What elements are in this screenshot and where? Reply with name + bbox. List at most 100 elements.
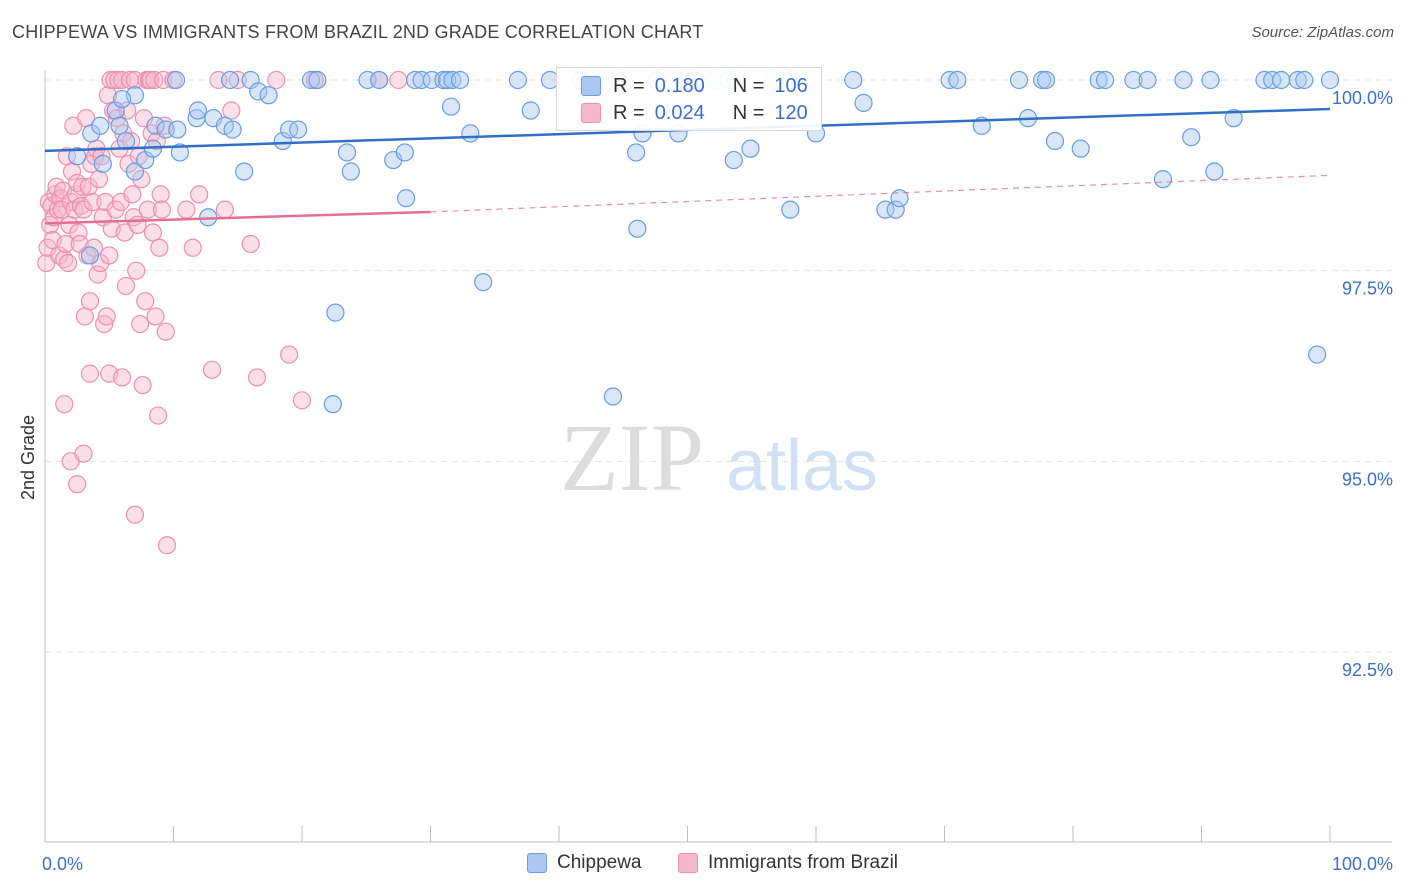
chart-title: CHIPPEWA VS IMMIGRANTS FROM BRAZIL 2ND G… bbox=[12, 22, 704, 42]
data-point-brazil bbox=[190, 185, 209, 204]
data-point-chippewa bbox=[443, 70, 462, 90]
data-point-brazil bbox=[267, 70, 286, 90]
watermark-zip: ZIP bbox=[560, 404, 704, 511]
data-point-chippewa bbox=[1295, 70, 1314, 90]
data-point-chippewa bbox=[1036, 70, 1056, 90]
data-point-chippewa bbox=[259, 86, 278, 105]
legend-label-brazil: Immigrants from Brazil bbox=[708, 852, 899, 873]
data-point-brazil bbox=[152, 200, 172, 219]
y-tick-label: 100.0% bbox=[1332, 88, 1393, 108]
data-point-chippewa bbox=[940, 70, 959, 90]
data-point-chippewa bbox=[1182, 128, 1201, 147]
data-point-chippewa bbox=[273, 131, 292, 151]
legend-n-label: N = bbox=[732, 101, 765, 124]
legend-row-brazil: R = 0.024 N = 120 bbox=[581, 100, 808, 126]
data-point-chippewa bbox=[1308, 345, 1327, 364]
data-point-chippewa bbox=[1272, 70, 1291, 90]
data-point-brazil bbox=[79, 177, 98, 196]
y-tick-label: 92.5% bbox=[1342, 660, 1393, 680]
data-point-chippewa bbox=[628, 219, 647, 238]
data-point-brazil bbox=[177, 200, 196, 219]
data-point-chippewa bbox=[844, 70, 863, 90]
data-point-brazil bbox=[292, 391, 312, 410]
data-point-brazil bbox=[156, 322, 175, 341]
data-point-brazil bbox=[222, 101, 241, 120]
data-point-brazil bbox=[80, 292, 100, 311]
data-point-chippewa bbox=[741, 139, 760, 158]
data-point-brazil bbox=[151, 185, 170, 204]
data-point-brazil bbox=[56, 234, 75, 254]
data-point-chippewa bbox=[438, 70, 457, 90]
data-point-chippewa bbox=[112, 89, 132, 109]
data-point-brazil bbox=[75, 307, 94, 326]
data-point-brazil bbox=[86, 147, 105, 166]
data-point-brazil bbox=[80, 364, 100, 383]
data-point-brazil bbox=[280, 345, 299, 364]
data-point-chippewa bbox=[1071, 139, 1090, 158]
data-point-brazil bbox=[89, 170, 109, 189]
data-point-chippewa bbox=[341, 162, 360, 181]
data-point-brazil bbox=[150, 238, 169, 257]
data-point-chippewa bbox=[1089, 70, 1108, 90]
data-point-brazil bbox=[83, 192, 102, 212]
data-point-chippewa bbox=[1096, 70, 1115, 90]
data-point-brazil bbox=[130, 314, 150, 334]
legend-label-chippewa: Chippewa bbox=[557, 852, 642, 873]
data-point-chippewa bbox=[1320, 70, 1340, 90]
legend-swatch-brazil-bottom bbox=[678, 853, 698, 873]
data-point-chippewa bbox=[91, 116, 110, 135]
data-point-chippewa bbox=[80, 246, 100, 265]
data-point-brazil bbox=[136, 292, 155, 311]
data-point-chippewa bbox=[110, 116, 129, 135]
y-tick-label: 97.5% bbox=[1342, 279, 1393, 299]
data-point-brazil bbox=[202, 360, 222, 379]
series-brazil-points bbox=[37, 70, 408, 555]
x-tick-label: 100.0% bbox=[1332, 854, 1393, 874]
x-tick-label: 0.0% bbox=[42, 854, 83, 874]
data-point-chippewa bbox=[106, 101, 125, 120]
legend-r-value-chippewa: 0.180 bbox=[654, 74, 705, 97]
data-point-brazil bbox=[97, 307, 116, 326]
watermark: ZIP atlas bbox=[560, 404, 878, 511]
data-point-chippewa bbox=[521, 101, 540, 120]
data-point-chippewa bbox=[781, 200, 800, 219]
data-point-chippewa bbox=[370, 70, 389, 90]
data-point-brazil bbox=[125, 505, 145, 524]
legend-r-value-brazil: 0.024 bbox=[654, 101, 705, 124]
data-point-brazil bbox=[121, 131, 141, 151]
data-point-chippewa bbox=[289, 120, 308, 139]
data-point-chippewa bbox=[1201, 70, 1220, 90]
data-point-brazil bbox=[146, 307, 165, 326]
data-point-brazil bbox=[128, 215, 147, 235]
data-point-chippewa bbox=[890, 189, 909, 208]
data-point-chippewa bbox=[1153, 170, 1173, 189]
data-point-chippewa bbox=[93, 154, 112, 173]
legend-r-label: R = bbox=[613, 74, 645, 97]
data-point-chippewa bbox=[323, 395, 342, 414]
legend-item-brazil[interactable]: Immigrants from Brazil bbox=[678, 852, 898, 874]
data-point-brazil bbox=[247, 368, 267, 387]
trend-line-brazil-dashed bbox=[430, 174, 1331, 213]
data-point-chippewa bbox=[450, 70, 470, 90]
data-point-chippewa bbox=[1224, 109, 1243, 128]
legend-item-chippewa[interactable]: Chippewa bbox=[527, 852, 642, 874]
series-legend: Chippewa Immigrants from Brazil bbox=[0, 852, 1406, 878]
axis-layer bbox=[44, 70, 1392, 843]
legend-row-chippewa: R = 0.180 N = 106 bbox=[581, 73, 808, 99]
data-point-chippewa bbox=[166, 70, 186, 90]
data-point-brazil bbox=[138, 200, 157, 219]
data-point-chippewa bbox=[68, 147, 87, 166]
data-point-chippewa bbox=[1033, 70, 1052, 90]
data-point-brazil bbox=[116, 276, 136, 296]
data-point-chippewa bbox=[412, 70, 431, 90]
data-point-brazil bbox=[74, 444, 93, 463]
data-point-chippewa bbox=[326, 303, 345, 322]
data-point-chippewa bbox=[1205, 162, 1224, 181]
legend-r-label: R = bbox=[613, 101, 645, 124]
data-point-chippewa bbox=[876, 200, 895, 219]
data-point-chippewa bbox=[308, 70, 327, 90]
data-point-chippewa bbox=[441, 97, 461, 116]
y-tick-label: 95.0% bbox=[1342, 469, 1393, 489]
data-point-brazil bbox=[228, 70, 247, 90]
